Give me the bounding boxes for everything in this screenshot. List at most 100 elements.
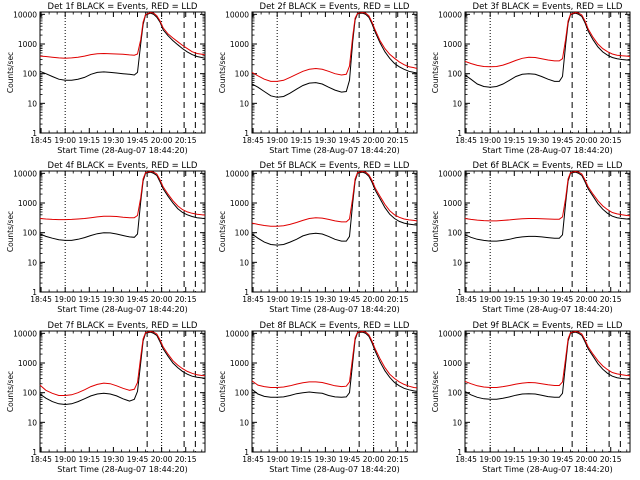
x-tick-label: 19:15 — [78, 136, 100, 145]
series-events-black — [251, 171, 418, 246]
x-tick-label: 19:15 — [503, 455, 525, 464]
y-tick-label: 10000 — [13, 10, 37, 19]
plot-frame — [464, 11, 631, 134]
x-tick-label: 19:00 — [479, 295, 501, 304]
panel-det-4: Det 4f BLACK = Events, RED = LLD 1 10 100 10… — [6, 161, 206, 314]
x-tick-label: 20:00 — [576, 455, 598, 464]
y-tick-label: 10 — [239, 99, 249, 108]
y-axis-label: Counts/sec — [218, 211, 227, 252]
y-tick-label: 100 — [235, 70, 250, 79]
y-tick-label: 10000 — [13, 329, 37, 338]
y-axis-label: Counts/sec — [431, 371, 440, 412]
x-tick-label: 20:00 — [151, 295, 173, 304]
y-tick-label: 1000 — [443, 199, 462, 208]
x-tick-label: 19:45 — [339, 136, 361, 145]
x-axis-label: Start Time (28-Aug-07 18:44:20) — [269, 146, 400, 155]
y-tick-label: 1 — [457, 448, 462, 457]
series-events-black — [464, 171, 631, 242]
panel-title: Det 3f BLACK = Events, RED = LLD — [473, 2, 623, 12]
panel-det-3: Det 3f BLACK = Events, RED = LLD 1 10 100 10… — [431, 2, 631, 155]
y-tick-label: 10 — [239, 258, 249, 267]
panel-title: Det 2f BLACK = Events, RED = LLD — [260, 2, 410, 12]
y-axis-label: Counts/sec — [6, 211, 15, 252]
panel-title: Det 7f BLACK = Events, RED = LLD — [48, 321, 198, 331]
y-tick-label: 100 — [448, 389, 463, 398]
y-tick-label: 100 — [448, 70, 463, 79]
y-tick-label: 100 — [235, 229, 250, 238]
panel-title: Det 8f BLACK = Events, RED = LLD — [260, 321, 410, 331]
y-axis-label: Counts/sec — [6, 371, 15, 412]
x-tick-label: 19:00 — [54, 455, 76, 464]
x-axis-label: Start Time (28-Aug-07 18:44:20) — [57, 465, 188, 474]
series-lld-red — [39, 330, 206, 396]
y-tick-label: 10000 — [438, 10, 462, 19]
series-events-black — [39, 331, 206, 406]
x-tick-label: 19:30 — [528, 136, 550, 145]
y-tick-label: 100 — [23, 229, 38, 238]
plot-frame — [251, 330, 418, 453]
x-tick-label: 18:45 — [242, 136, 264, 145]
y-tick-label: 10 — [27, 99, 37, 108]
x-tick-label: 20:15 — [387, 136, 409, 145]
y-tick-label: 10 — [452, 99, 462, 108]
y-tick-label: 1 — [457, 288, 462, 297]
y-tick-label: 100 — [23, 70, 38, 79]
y-tick-label: 1 — [32, 129, 37, 138]
x-axis-label: Start Time (28-Aug-07 18:44:20) — [269, 465, 400, 474]
x-tick-label: 19:15 — [290, 455, 312, 464]
y-tick-label: 10 — [452, 418, 462, 427]
y-tick-label: 10 — [452, 258, 462, 267]
x-tick-label: 19:30 — [528, 455, 550, 464]
x-tick-label: 19:45 — [127, 455, 149, 464]
x-tick-label: 20:15 — [600, 295, 622, 304]
x-tick-label: 19:30 — [103, 295, 125, 304]
x-tick-label: 19:30 — [315, 136, 337, 145]
series-lld-red — [251, 330, 418, 389]
x-tick-label: 18:45 — [30, 455, 52, 464]
x-tick-label: 19:45 — [552, 455, 574, 464]
x-tick-label: 19:30 — [315, 455, 337, 464]
y-axis-label: Counts/sec — [218, 371, 227, 412]
plot-frame — [39, 170, 206, 293]
x-tick-label: 20:00 — [363, 455, 385, 464]
panel-det-5: Det 5f BLACK = Events, RED = LLD 1 10 100 10… — [218, 161, 418, 314]
x-tick-label: 19:30 — [528, 295, 550, 304]
x-tick-label: 19:15 — [503, 295, 525, 304]
x-tick-label: 19:15 — [78, 295, 100, 304]
y-tick-label: 1 — [32, 288, 37, 297]
y-axis-label: Counts/sec — [431, 211, 440, 252]
y-axis-label: Counts/sec — [431, 52, 440, 93]
y-tick-label: 10000 — [225, 169, 249, 178]
x-tick-label: 19:15 — [78, 455, 100, 464]
y-tick-label: 100 — [448, 229, 463, 238]
panel-det-2: Det 2f BLACK = Events, RED = LLD 1 10 100 10… — [218, 2, 418, 155]
series-lld-red — [39, 11, 206, 59]
x-tick-label: 18:45 — [455, 295, 477, 304]
x-tick-label: 18:45 — [242, 295, 264, 304]
y-tick-label: 10000 — [438, 329, 462, 338]
y-tick-label: 1000 — [443, 359, 462, 368]
panel-title: Det 4f BLACK = Events, RED = LLD — [48, 161, 198, 171]
x-tick-label: 20:15 — [387, 455, 409, 464]
x-tick-label: 19:00 — [479, 455, 501, 464]
panel-det-7: Det 7f BLACK = Events, RED = LLD 1 10 100 10… — [6, 321, 206, 474]
series-lld-red — [39, 170, 206, 221]
y-axis-label: Counts/sec — [6, 52, 15, 93]
y-tick-label: 10 — [27, 418, 37, 427]
series-lld-red — [251, 170, 418, 227]
x-tick-label: 20:15 — [600, 455, 622, 464]
panel-title: Det 1f BLACK = Events, RED = LLD — [48, 2, 198, 12]
x-axis-label: Start Time (28-Aug-07 18:44:20) — [57, 146, 188, 155]
x-tick-label: 19:45 — [552, 136, 574, 145]
y-tick-label: 10000 — [225, 329, 249, 338]
x-axis-label: Start Time (28-Aug-07 18:44:20) — [482, 465, 613, 474]
panel-det-8: Det 8f BLACK = Events, RED = LLD 1 10 100 10… — [218, 321, 418, 474]
y-tick-label: 10 — [27, 258, 37, 267]
series-events-black — [464, 331, 631, 400]
x-tick-label: 20:15 — [600, 136, 622, 145]
x-tick-label: 20:00 — [363, 295, 385, 304]
x-tick-label: 18:45 — [455, 455, 477, 464]
y-tick-label: 1000 — [230, 199, 249, 208]
x-tick-label: 19:15 — [290, 136, 312, 145]
